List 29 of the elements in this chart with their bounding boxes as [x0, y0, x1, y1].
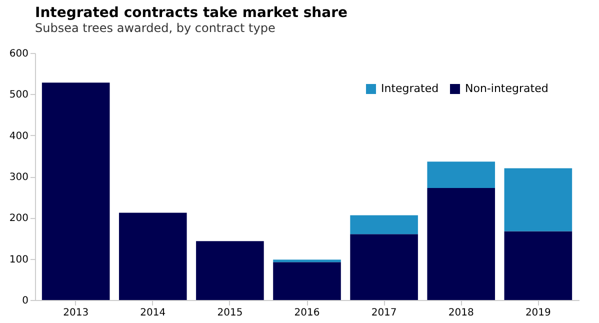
legend-label: Non-integrated	[465, 82, 548, 95]
y-tick-label: 200	[9, 213, 28, 224]
bar	[427, 162, 496, 188]
y-tick-label: 100	[9, 254, 28, 266]
y-tick-label: 600	[9, 48, 28, 60]
bar	[350, 215, 418, 234]
x-tick-label: 2016	[294, 308, 320, 318]
legend-label: Integrated	[381, 82, 439, 95]
chart-subtitle: Subsea trees awarded, by contract type	[35, 21, 276, 35]
y-tick-label: 500	[9, 90, 28, 101]
y-tick-label: 400	[9, 130, 28, 142]
bar	[350, 234, 418, 300]
x-tick-label: 2019	[525, 308, 551, 318]
x-tick-label: 2015	[217, 308, 243, 318]
bar	[273, 260, 341, 262]
bar	[196, 241, 264, 300]
x-tick-label: 2014	[140, 308, 166, 318]
bar	[273, 262, 341, 300]
x-tick-label: 2017	[371, 308, 397, 318]
bar	[427, 188, 496, 300]
y-tick-label: 0	[22, 296, 28, 306]
x-tick-label: 2013	[63, 308, 89, 318]
bar	[504, 231, 572, 300]
bar	[118, 212, 187, 300]
bar	[42, 82, 110, 300]
y-tick-label: 300	[9, 172, 28, 183]
bar	[504, 168, 572, 232]
x-tick-label: 2018	[448, 308, 474, 318]
chart-title: Integrated contracts take market share	[35, 5, 348, 21]
